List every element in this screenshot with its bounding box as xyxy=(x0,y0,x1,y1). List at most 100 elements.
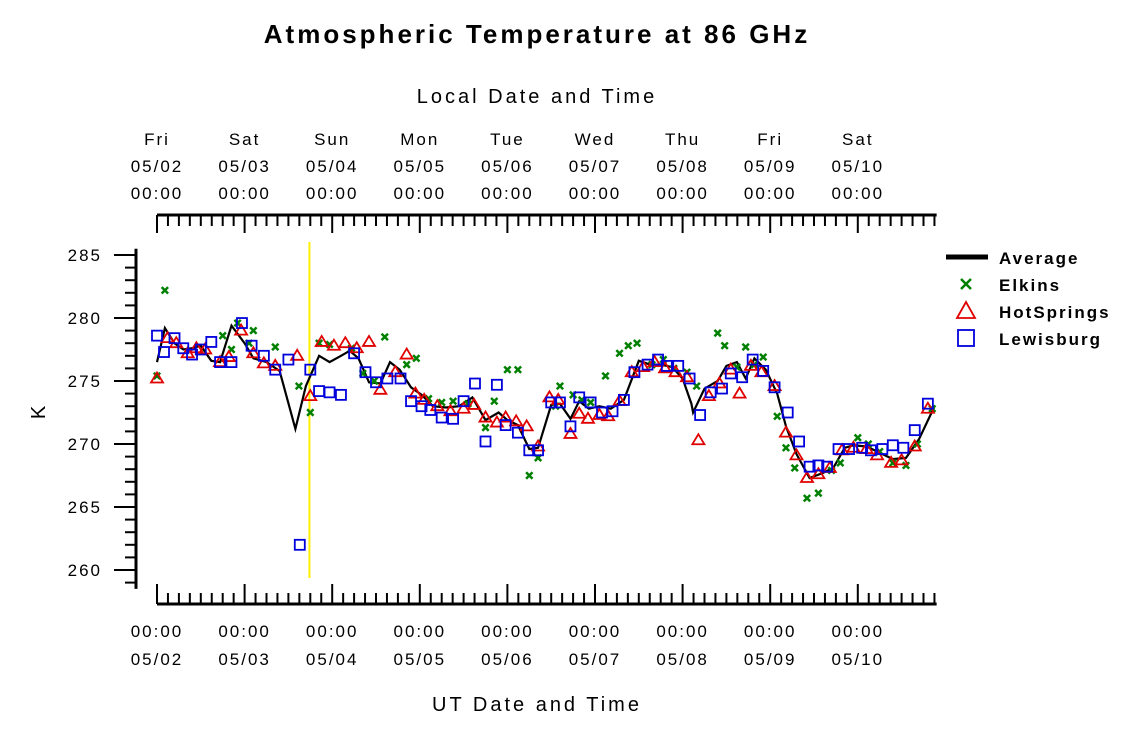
lewisburg-point xyxy=(512,426,524,439)
bottom-tick-time-label: 00:00 xyxy=(481,622,534,641)
lewisburg-point xyxy=(812,459,825,472)
elkins-point xyxy=(781,443,791,452)
bottom-x-axis-title: UT Date and Time xyxy=(432,694,642,716)
top-tick-time-label: 00:00 xyxy=(218,184,271,203)
lewisburg-point xyxy=(335,388,347,401)
legend-lewisburg-label: Lewisburg xyxy=(999,330,1102,349)
elkins-point xyxy=(271,342,280,352)
legend: Average Elkins HotSprings Lewisburg xyxy=(946,249,1109,349)
axes: Fri 05/02 00:00 Sat 05/03 00:00 Sun 05/04 00:00 M… xyxy=(68,130,937,669)
bottom-tick-time-label: 00:00 xyxy=(832,622,885,641)
lewisburg-point xyxy=(545,396,558,409)
lewisburg-point xyxy=(245,339,258,352)
lewisburg-point xyxy=(908,424,921,437)
lewisburg-point xyxy=(348,347,361,360)
hotsprings-point xyxy=(920,400,936,414)
bottom-tick-time-label: 00:00 xyxy=(656,622,709,641)
lewisburg-point xyxy=(177,342,190,355)
lewisburg-point xyxy=(359,366,372,379)
lewisburg-point xyxy=(584,396,597,409)
top-tick-date-label: 05/02 xyxy=(131,157,184,176)
top-tick-date-label: 05/08 xyxy=(656,157,709,176)
lewisburg-point xyxy=(803,460,816,473)
hotsprings-point xyxy=(519,418,535,432)
hotsprings-point xyxy=(337,335,353,349)
top-tick-time-label: 00:00 xyxy=(394,184,447,203)
hotsprings-point xyxy=(778,424,794,438)
hotsprings-point xyxy=(580,411,596,424)
top-tick-date-label: 05/07 xyxy=(569,157,622,176)
lewisburg-point xyxy=(746,353,759,366)
top-tick-time-label: 00:00 xyxy=(131,184,184,203)
bottom-tick-date-label: 05/09 xyxy=(744,650,797,669)
bottom-tick-date-label: 05/02 xyxy=(131,650,184,669)
top-tick-time-label: 00:00 xyxy=(656,184,709,203)
elkins-point xyxy=(790,463,799,473)
top-tick-day-label: Fri xyxy=(144,130,170,149)
lewisburg-point xyxy=(628,366,641,379)
hotsprings-point xyxy=(326,337,342,351)
bottom-tick-time-label: 00:00 xyxy=(306,622,359,641)
lewisburg-point xyxy=(158,346,170,358)
hotsprings-point xyxy=(498,409,514,423)
lewisburg-point xyxy=(523,444,536,457)
bottom-tick-date-label: 05/06 xyxy=(481,650,534,669)
lewisburg-point xyxy=(236,317,248,329)
lewisburg-point xyxy=(194,343,207,356)
elkins-point xyxy=(853,433,862,442)
bottom-tick-date-label: 05/08 xyxy=(656,650,709,669)
lewisburg-point xyxy=(394,372,407,385)
y-tick-label: 275 xyxy=(68,372,102,391)
lewisburg-point xyxy=(716,382,728,395)
elkins-point xyxy=(503,365,512,374)
lewisburg-point xyxy=(424,404,437,416)
top-tick-date-label: 05/10 xyxy=(832,157,885,176)
lewisburg-point xyxy=(724,367,737,380)
top-tick-day-label: Sat xyxy=(229,130,261,149)
lewisburg-point xyxy=(269,363,282,376)
elkins-point xyxy=(773,412,782,421)
elkins-point xyxy=(513,365,522,374)
lewisburg-point xyxy=(606,405,619,418)
y-tick-label: 265 xyxy=(68,498,102,517)
bottom-tick-time-label: 00:00 xyxy=(218,622,271,641)
elkins-point xyxy=(249,326,258,335)
hotsprings-point xyxy=(159,330,176,344)
elkins-point xyxy=(490,397,499,406)
lewisburg-point xyxy=(214,356,226,369)
y-tick-label: 285 xyxy=(68,246,102,265)
lewisburg-point xyxy=(573,391,586,404)
top-tick-day-label: Mon xyxy=(400,130,439,149)
bottom-tick-date-label: 05/10 xyxy=(832,650,885,669)
lewisburg-point xyxy=(683,372,696,385)
hotsprings-point xyxy=(442,403,459,417)
hotsprings-point xyxy=(314,334,330,347)
elkins-point xyxy=(555,381,565,391)
lewisburg-point xyxy=(370,376,382,389)
elkins-point xyxy=(160,286,169,295)
lewisburg-point xyxy=(435,411,448,424)
lewisburg-point xyxy=(293,538,306,551)
top-tick-time-label: 00:00 xyxy=(481,184,534,203)
elkins-point xyxy=(370,376,379,386)
elkins-point xyxy=(402,360,411,369)
elkins-point xyxy=(306,408,315,417)
elkins-point xyxy=(624,341,633,350)
bottom-tick-time-label: 00:00 xyxy=(569,622,622,641)
lewisburg-point xyxy=(257,349,270,362)
lewisburg-point xyxy=(843,443,855,455)
lewisburg-point xyxy=(757,365,770,377)
elkins-point xyxy=(525,471,534,480)
elkins-point xyxy=(814,489,823,498)
elkins-point xyxy=(380,332,389,341)
hotsprings-point xyxy=(477,409,494,423)
legend-lewisburg-swatch xyxy=(957,329,975,347)
lewisburg-point xyxy=(457,395,470,408)
top-tick-time-label: 00:00 xyxy=(744,184,797,203)
hotsprings-point xyxy=(456,400,472,414)
lewisburg-point xyxy=(736,371,749,384)
hotsprings-point xyxy=(466,397,482,410)
hotsprings-point xyxy=(766,378,783,391)
hotsprings-point xyxy=(562,426,579,439)
elkins-point xyxy=(615,349,624,358)
